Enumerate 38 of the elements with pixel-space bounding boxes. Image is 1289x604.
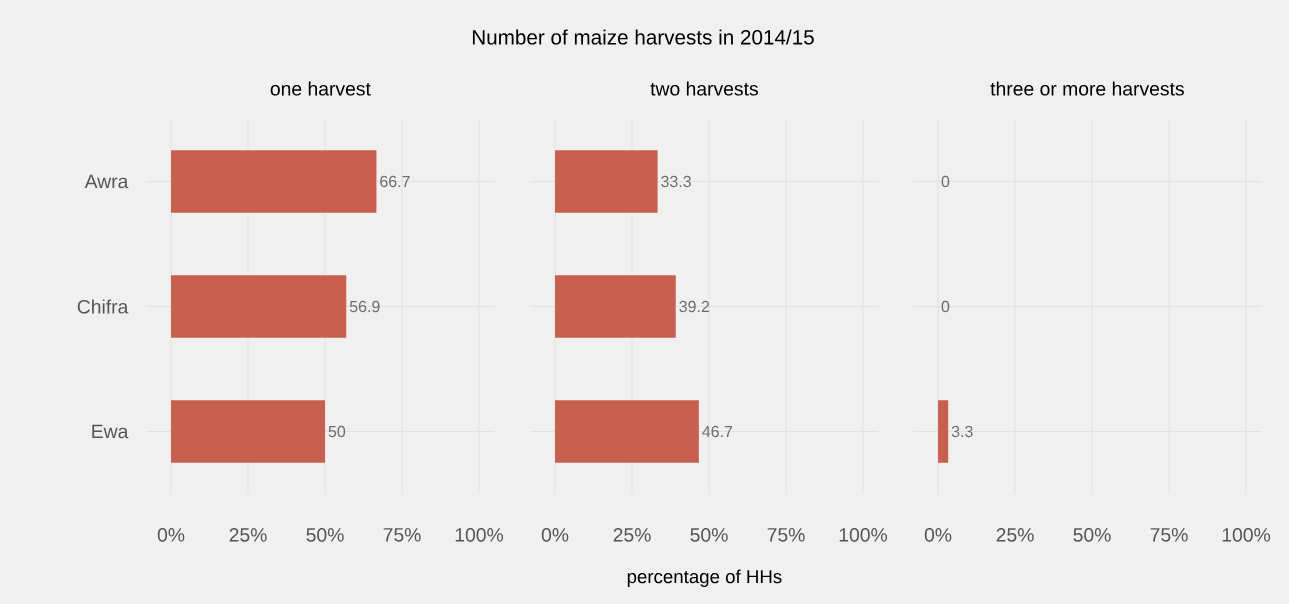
bar [171, 275, 347, 338]
data-label: 0 [941, 175, 950, 188]
bar [555, 150, 658, 213]
x-tick-label: 75% [1150, 528, 1188, 542]
data-label: 33.3 [661, 175, 691, 188]
x-tick-label: 0% [924, 528, 952, 542]
x-tick-label: 0% [157, 528, 185, 542]
data-label: 46.7 [702, 425, 733, 438]
x-tick-label: 100% [839, 528, 888, 542]
x-tick-label: 25% [229, 528, 267, 542]
chart-subtitle: two harvests [650, 81, 758, 96]
bar [555, 400, 699, 463]
data-label: 66.7 [380, 175, 410, 188]
data-label: 0 [941, 300, 950, 313]
x-tick-label: 50% [690, 528, 728, 542]
x-tick-label: 50% [306, 528, 344, 542]
data-label: 56.9 [349, 300, 380, 313]
data-label: 50 [328, 425, 346, 438]
bar [171, 150, 377, 213]
x-tick-label: 100% [455, 528, 504, 542]
x-tick-label: 0% [541, 528, 569, 542]
x-tick-label: 75% [767, 528, 805, 542]
x-tick-label: 75% [383, 528, 421, 542]
x-tick-label: 100% [1222, 528, 1271, 542]
x-tick-label: 50% [1073, 528, 1111, 542]
data-label: 39.2 [679, 300, 710, 313]
y-tick-label: Chifra [77, 299, 129, 314]
chart-subtitle: one harvest [270, 81, 371, 96]
y-tick-label: Ewa [92, 424, 129, 439]
bar [171, 400, 326, 463]
x-tick-label: 25% [613, 528, 651, 542]
chart-title: Number of maize harvests in 2014/15 [472, 29, 814, 45]
x-tick-label: 25% [996, 528, 1034, 542]
x-axis-title: percentage of HHs [627, 569, 782, 587]
y-tick-label: Awra [84, 174, 129, 189]
chart-subtitle: three or more harvests [990, 81, 1184, 96]
bar [555, 275, 676, 338]
data-label: 3.3 [951, 425, 973, 438]
